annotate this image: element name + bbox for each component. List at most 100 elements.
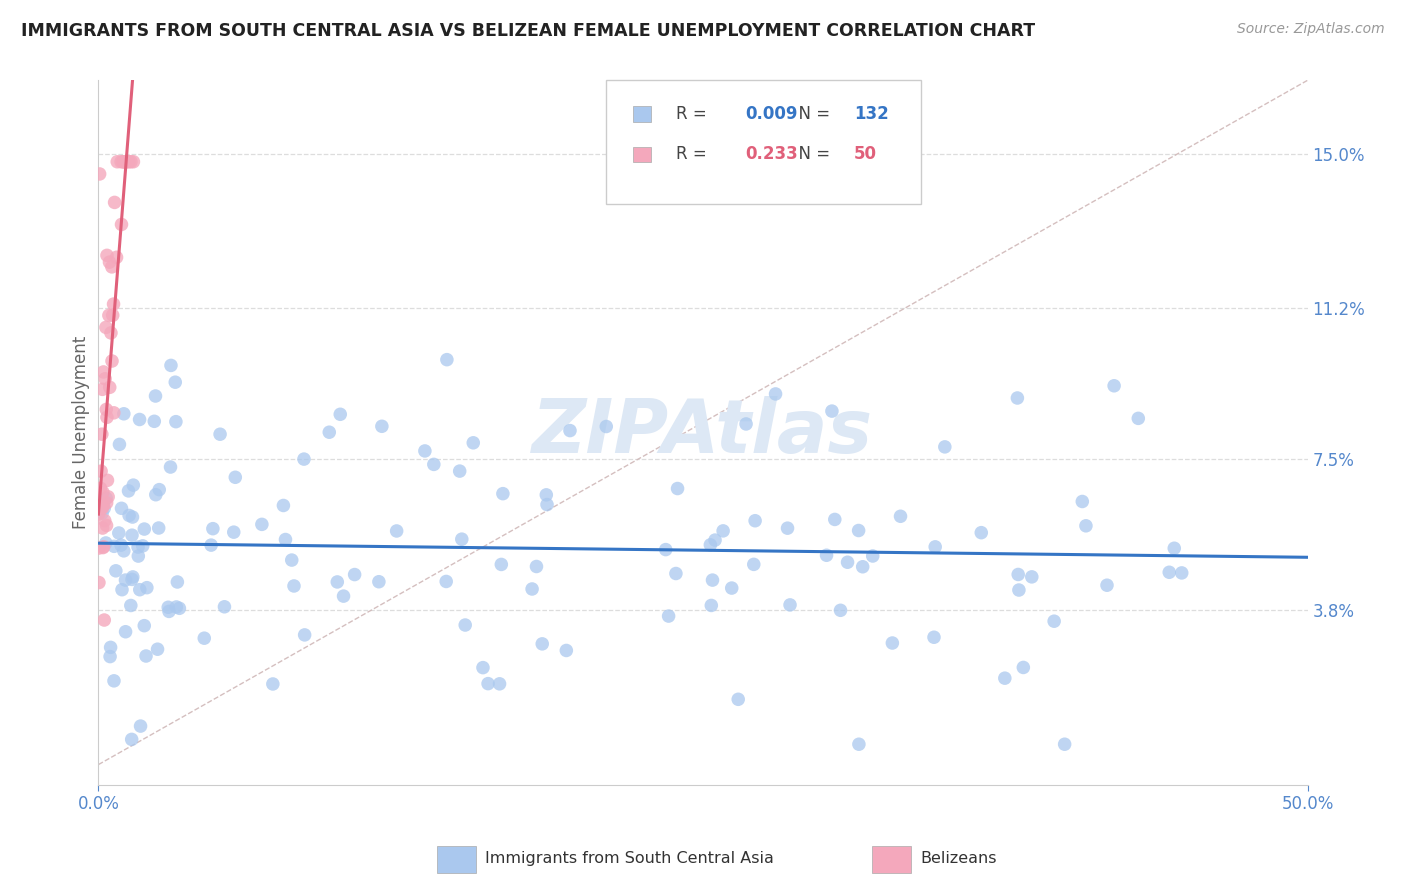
Point bbox=[100, 640, 122, 655]
Point bbox=[1008, 582, 1031, 597]
Point bbox=[157, 600, 180, 615]
Point bbox=[1095, 578, 1118, 592]
Point bbox=[1159, 566, 1181, 580]
Point bbox=[159, 460, 181, 475]
Point bbox=[423, 458, 446, 472]
Point bbox=[536, 488, 558, 502]
Point bbox=[294, 628, 316, 642]
Point bbox=[96, 518, 118, 533]
Point bbox=[274, 533, 297, 547]
Point bbox=[111, 582, 134, 597]
Point bbox=[329, 407, 352, 421]
Point bbox=[103, 195, 125, 210]
Point bbox=[98, 380, 121, 394]
FancyBboxPatch shape bbox=[633, 106, 651, 122]
Point bbox=[121, 528, 143, 542]
Point bbox=[848, 524, 870, 538]
Point bbox=[1074, 518, 1097, 533]
Point bbox=[90, 464, 112, 478]
Point bbox=[472, 660, 495, 674]
Point bbox=[91, 498, 114, 512]
Point bbox=[536, 498, 558, 512]
Point bbox=[848, 737, 870, 751]
Point bbox=[121, 510, 143, 524]
Point bbox=[91, 500, 114, 515]
Point bbox=[157, 604, 180, 618]
Point bbox=[87, 541, 110, 555]
Point bbox=[165, 599, 187, 614]
Point bbox=[250, 517, 273, 532]
Point bbox=[122, 154, 145, 169]
Text: ZIPAtlas: ZIPAtlas bbox=[533, 396, 873, 469]
Point bbox=[117, 483, 139, 498]
Point bbox=[91, 485, 114, 500]
Point bbox=[492, 486, 515, 500]
Text: 0.009: 0.009 bbox=[745, 105, 797, 123]
Point bbox=[94, 320, 117, 334]
Point bbox=[114, 573, 136, 587]
Point bbox=[96, 248, 118, 262]
Point bbox=[654, 542, 676, 557]
Point bbox=[120, 154, 142, 169]
Point bbox=[100, 326, 122, 340]
Point bbox=[112, 407, 135, 421]
Point bbox=[727, 692, 749, 706]
Point bbox=[165, 375, 187, 389]
Point bbox=[96, 410, 118, 425]
Point bbox=[1071, 494, 1094, 508]
Point bbox=[132, 539, 155, 553]
Point bbox=[292, 452, 315, 467]
Point bbox=[98, 649, 121, 664]
Point bbox=[922, 630, 945, 644]
Point bbox=[704, 533, 727, 547]
Point bbox=[96, 402, 118, 417]
Point bbox=[555, 643, 578, 657]
Point bbox=[91, 521, 114, 535]
Point bbox=[526, 559, 548, 574]
Point bbox=[318, 425, 340, 440]
Point bbox=[463, 435, 485, 450]
Point bbox=[111, 154, 134, 169]
Point bbox=[711, 524, 734, 538]
Point bbox=[343, 567, 366, 582]
Point bbox=[87, 575, 110, 590]
Point bbox=[105, 250, 128, 264]
Text: 0.233: 0.233 bbox=[745, 145, 799, 163]
Point bbox=[224, 470, 246, 484]
Point bbox=[699, 538, 721, 552]
Point bbox=[90, 481, 112, 495]
FancyBboxPatch shape bbox=[633, 146, 651, 162]
Text: Source: ZipAtlas.com: Source: ZipAtlas.com bbox=[1237, 22, 1385, 37]
Point bbox=[1012, 660, 1035, 674]
Point bbox=[148, 521, 170, 535]
Point bbox=[89, 167, 111, 181]
Text: Immigrants from South Central Asia: Immigrants from South Central Asia bbox=[485, 852, 775, 866]
Point bbox=[93, 365, 115, 379]
Point bbox=[413, 444, 436, 458]
Point bbox=[98, 255, 121, 269]
Point bbox=[107, 526, 129, 541]
Point bbox=[477, 676, 499, 690]
FancyBboxPatch shape bbox=[606, 80, 921, 203]
Point bbox=[165, 415, 187, 429]
Point bbox=[112, 544, 135, 558]
Point bbox=[103, 297, 125, 311]
Point bbox=[222, 525, 245, 540]
Point bbox=[595, 419, 617, 434]
Point bbox=[145, 389, 167, 403]
Point bbox=[108, 437, 131, 451]
Point bbox=[434, 574, 457, 589]
Point bbox=[127, 549, 149, 563]
Point bbox=[735, 417, 758, 431]
Point bbox=[332, 589, 354, 603]
Point bbox=[200, 538, 222, 552]
Point bbox=[148, 483, 170, 497]
Point bbox=[127, 540, 149, 554]
FancyBboxPatch shape bbox=[437, 847, 475, 873]
Point bbox=[994, 671, 1017, 685]
Point bbox=[700, 599, 723, 613]
Point bbox=[934, 440, 956, 454]
Point bbox=[105, 154, 128, 169]
Point bbox=[970, 525, 993, 540]
Point bbox=[91, 541, 114, 555]
